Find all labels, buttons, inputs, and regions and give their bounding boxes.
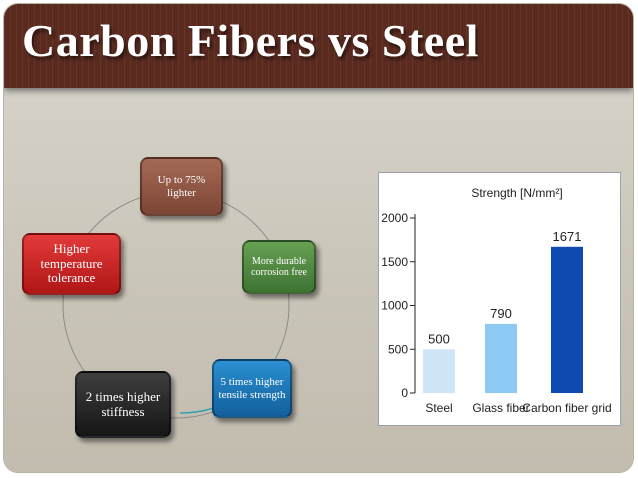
benefit-temperature: Higher temperature tolerance xyxy=(22,233,121,295)
slide: Carbon Fibers vs Steel Up to 75% lighter… xyxy=(4,4,633,472)
bar-value-label: 1671 xyxy=(553,229,582,244)
y-tick-label: 500 xyxy=(388,342,408,356)
benefit-tensile: 5 times higher tensile strength xyxy=(212,359,292,418)
benefit-temperature-line-3: tolerance xyxy=(47,270,96,286)
x-category-label: Glass fiber xyxy=(472,401,529,415)
benefit-lighter: Up to 75% lighter xyxy=(140,157,223,216)
bar-value-label: 500 xyxy=(428,331,450,346)
x-category-label: Carbon fiber grid xyxy=(522,401,611,415)
chart-title: Strength [N/mm²] xyxy=(471,186,562,200)
title-banner: Carbon Fibers vs Steel xyxy=(4,4,633,88)
strength-chart-svg: Strength [N/mm²] 0 500 1000 1500 2000 500 Ste… xyxy=(381,186,611,415)
y-tick-label: 2000 xyxy=(381,211,408,225)
benefit-stiffness-line-1: 2 times higher xyxy=(85,388,161,404)
y-tick-label: 1000 xyxy=(381,299,408,313)
y-tick-label: 1500 xyxy=(381,255,408,269)
benefit-stiffness: 2 times higher stiffness xyxy=(75,371,171,438)
bar-carbon-fiber-grid xyxy=(551,246,583,393)
benefit-lighter-line-1: Up to 75% xyxy=(157,174,206,187)
bar-steel xyxy=(423,349,455,393)
benefit-tensile-line-1: 5 times higher xyxy=(220,376,284,389)
y-tick-label: 0 xyxy=(401,386,408,400)
bar-glass-fiber xyxy=(485,323,517,393)
slide-title: Carbon Fibers vs Steel xyxy=(22,15,479,66)
benefit-temperature-line-2: temperature xyxy=(40,255,103,271)
x-category-label: Steel xyxy=(425,401,452,415)
bar-value-label: 790 xyxy=(490,306,512,321)
benefit-stiffness-line-2: stiffness xyxy=(101,403,145,419)
benefit-durable-line-1: More durable xyxy=(251,255,307,267)
benefit-lighter-line-2: lighter xyxy=(167,186,196,199)
benefit-temperature-line-1: Higher xyxy=(53,241,90,257)
benefit-durable: More durable corrosion free xyxy=(242,240,316,294)
strength-chart: Strength [N/mm²] 0 500 1000 1500 2000 500 Ste… xyxy=(378,172,621,426)
benefit-durable-line-2: corrosion free xyxy=(251,267,307,278)
benefit-tensile-line-2: tensile strength xyxy=(218,388,286,401)
